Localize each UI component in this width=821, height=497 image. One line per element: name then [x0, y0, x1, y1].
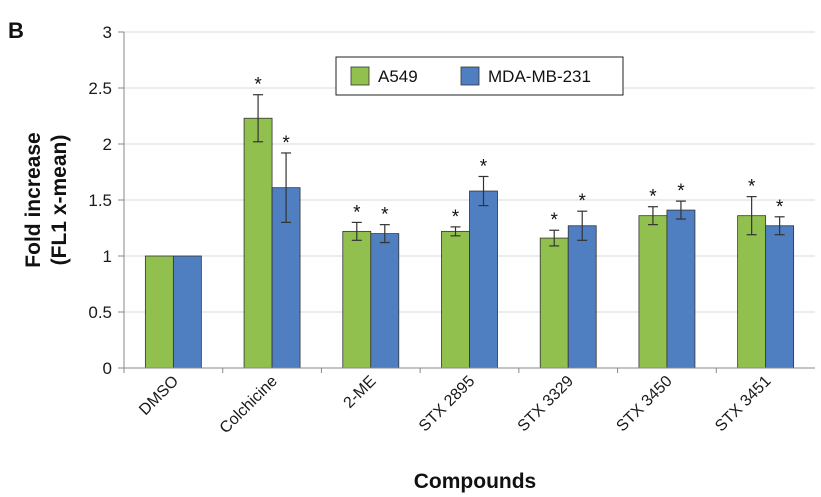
y-axis-title-line1: Fold increase: [22, 132, 45, 267]
bar-a549-2-me: [342, 230, 372, 369]
bars: [144, 117, 795, 369]
significance-star-a549-stx-3451: *: [748, 177, 756, 198]
legend: A549 MDA-MB-231: [335, 56, 624, 96]
y-axis-ticks: 0 0.5 1 1.5 2 2.5 3: [88, 23, 112, 378]
significance-star-mda-mb-231-stx-3451: *: [776, 197, 784, 218]
y-tick-label-0: 0: [103, 359, 112, 378]
legend-label-a549: A549: [378, 67, 418, 86]
bar-mda-mb-231-stx-3451: [765, 225, 795, 369]
bar-a549-stx-3329: [539, 237, 569, 369]
y-tick-label-3: 1.5: [88, 191, 112, 210]
y-tick-label-5: 2.5: [88, 79, 112, 98]
x-tick-label-stx-3329: STX 3329: [515, 373, 577, 435]
x-tick-label-2-me: 2-ME: [341, 373, 380, 412]
significance-star-a549-2-me: *: [353, 202, 361, 223]
bar-mda-mb-231-stx-3450: [666, 209, 696, 369]
x-axis-title: Compounds: [414, 470, 536, 493]
y-axis-title-line2: (FL1 x-mean): [48, 135, 71, 266]
x-tick-label-stx-2895: STX 2895: [416, 373, 478, 435]
bar-mda-mb-231-2-me: [370, 233, 400, 369]
legend-swatch-mda-mb-231: [460, 66, 480, 86]
bar-a549-stx-2895: [441, 230, 470, 369]
significance-star-mda-mb-231-stx-3329: *: [579, 191, 587, 212]
y-tick-label-1: 0.5: [88, 303, 112, 322]
x-tick-label-stx-3451: STX 3451: [712, 373, 774, 435]
significance-star-mda-mb-231-stx-2895: *: [480, 156, 488, 177]
significance-star-mda-mb-231-stx-3450: *: [677, 181, 685, 202]
significance-star-a549-stx-2895: *: [452, 207, 460, 228]
significance-star-mda-mb-231-2-me: *: [381, 205, 389, 226]
panel-label: B: [8, 18, 24, 43]
x-axis-categories: DMSO Colchicine 2-ME STX 2895 STX 3329 STX 34…: [136, 373, 774, 437]
legend-box: [335, 56, 624, 96]
bar-a549-stx-3450: [638, 215, 668, 369]
bar-a549-colchicine: [243, 117, 273, 369]
legend-label-mda-mb-231: MDA-MB-231: [488, 67, 591, 86]
significance-star-a549-colchicine: *: [254, 75, 262, 96]
y-tick-label-6: 3: [103, 23, 112, 42]
y-axis-title: Fold increase (FL1 x-mean): [22, 132, 71, 267]
bar-mda-mb-231-stx-3329: [567, 225, 597, 369]
bar-mda-mb-231-stx-2895: [469, 190, 498, 369]
x-tick-label-colchicine: Colchicine: [217, 373, 281, 437]
bar-a549-dmso: [144, 255, 174, 369]
bar-a549-stx-3451: [737, 215, 767, 369]
significance-markers: * * * * * * * * * * * *: [254, 75, 784, 232]
significance-star-a549-stx-3450: *: [649, 187, 657, 208]
bar-mda-mb-231-dmso: [172, 255, 202, 369]
y-tick-label-4: 2: [103, 135, 112, 154]
significance-star-a549-stx-3329: *: [551, 210, 559, 231]
axes: [118, 31, 815, 373]
error-bars: [253, 94, 785, 247]
legend-swatch-a549: [350, 66, 370, 86]
significance-star-mda-mb-231-colchicine: *: [282, 133, 290, 154]
x-tick-label-dmso: DMSO: [136, 373, 182, 419]
x-tick-label-stx-3450: STX 3450: [613, 373, 675, 435]
y-tick-label-2: 1: [103, 247, 112, 266]
